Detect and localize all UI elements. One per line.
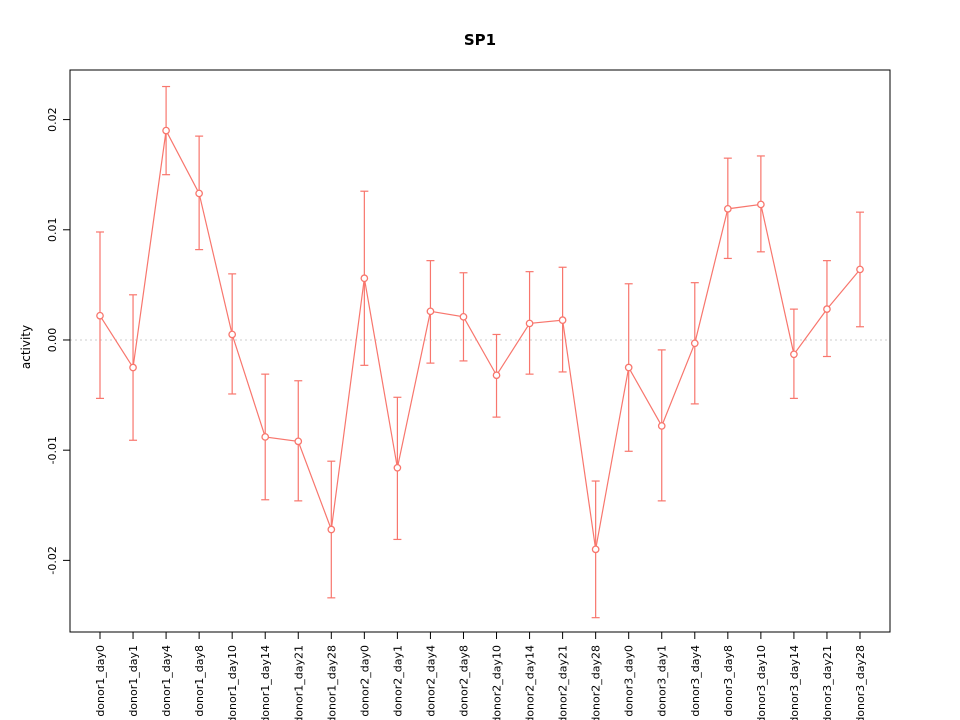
data-point bbox=[228, 330, 237, 339]
series-line bbox=[99, 128, 861, 550]
x-tick-label: donor1_day10 bbox=[226, 645, 239, 720]
x-tick-label: donor1_day14 bbox=[259, 645, 272, 720]
y-tick-label: 0.02 bbox=[46, 107, 59, 131]
y-tick-label: 0.01 bbox=[46, 218, 59, 243]
data-point bbox=[624, 363, 633, 372]
x-tick-label: donor3_day14 bbox=[788, 645, 801, 720]
x-tick-label: donor2_day1 bbox=[391, 645, 404, 717]
x-tick-label: donor1_day28 bbox=[325, 645, 338, 720]
x-tick-label: donor3_day21 bbox=[821, 645, 834, 720]
data-point bbox=[261, 433, 270, 441]
x-tick-label: donor2_day4 bbox=[424, 645, 437, 717]
x-tick-label: donor3_day10 bbox=[755, 645, 768, 720]
data-point bbox=[790, 350, 798, 359]
data-point bbox=[657, 422, 666, 430]
y-tick-label: -0.01 bbox=[46, 436, 59, 464]
x-tick-label: donor2_day28 bbox=[590, 645, 603, 720]
x-tick-label: donor1_day4 bbox=[160, 645, 173, 717]
x-tick-label: donor2_day0 bbox=[358, 645, 371, 717]
x-tick-label: donor3_day0 bbox=[623, 645, 636, 717]
data-point bbox=[558, 316, 567, 324]
data-point bbox=[525, 319, 534, 328]
y-tick-label: -0.02 bbox=[46, 546, 59, 574]
data-point bbox=[327, 525, 336, 534]
data-point bbox=[162, 126, 170, 135]
chart-title: SP1 bbox=[463, 31, 497, 49]
data-point bbox=[823, 305, 831, 313]
data-point bbox=[591, 545, 600, 554]
x-tick-label: donor2_day8 bbox=[457, 645, 470, 717]
x-tick-label: donor1_day8 bbox=[193, 645, 206, 717]
y-axis-label: activity bbox=[19, 324, 33, 370]
data-point bbox=[96, 311, 104, 320]
x-tick-label: donor3_day4 bbox=[689, 645, 702, 717]
data-point bbox=[492, 371, 501, 380]
x-tick-label: donor2_day21 bbox=[557, 645, 570, 720]
data-point bbox=[459, 312, 468, 321]
x-tick-label: donor1_day21 bbox=[292, 645, 305, 720]
data-point bbox=[757, 200, 765, 209]
x-tick-label: donor3_day28 bbox=[854, 645, 867, 720]
data-point bbox=[426, 307, 435, 316]
x-tick-label: donor2_day10 bbox=[491, 645, 504, 720]
data-point bbox=[294, 437, 303, 446]
plot-border bbox=[69, 69, 891, 633]
data-point bbox=[690, 339, 699, 348]
x-tick-label: donor1_day1 bbox=[127, 645, 140, 717]
x-tick-label: donor1_day0 bbox=[94, 645, 107, 717]
data-point bbox=[195, 189, 203, 198]
x-tick-label: donor3_day1 bbox=[656, 645, 669, 717]
data-point bbox=[723, 204, 732, 213]
x-tick-label: donor3_day8 bbox=[722, 645, 735, 717]
data-point bbox=[856, 265, 864, 274]
data-point bbox=[360, 274, 369, 283]
y-tick-label: 0.00 bbox=[46, 328, 59, 353]
data-point bbox=[129, 363, 137, 372]
data-point bbox=[393, 463, 402, 472]
x-tick-label: donor2_day14 bbox=[524, 645, 537, 720]
